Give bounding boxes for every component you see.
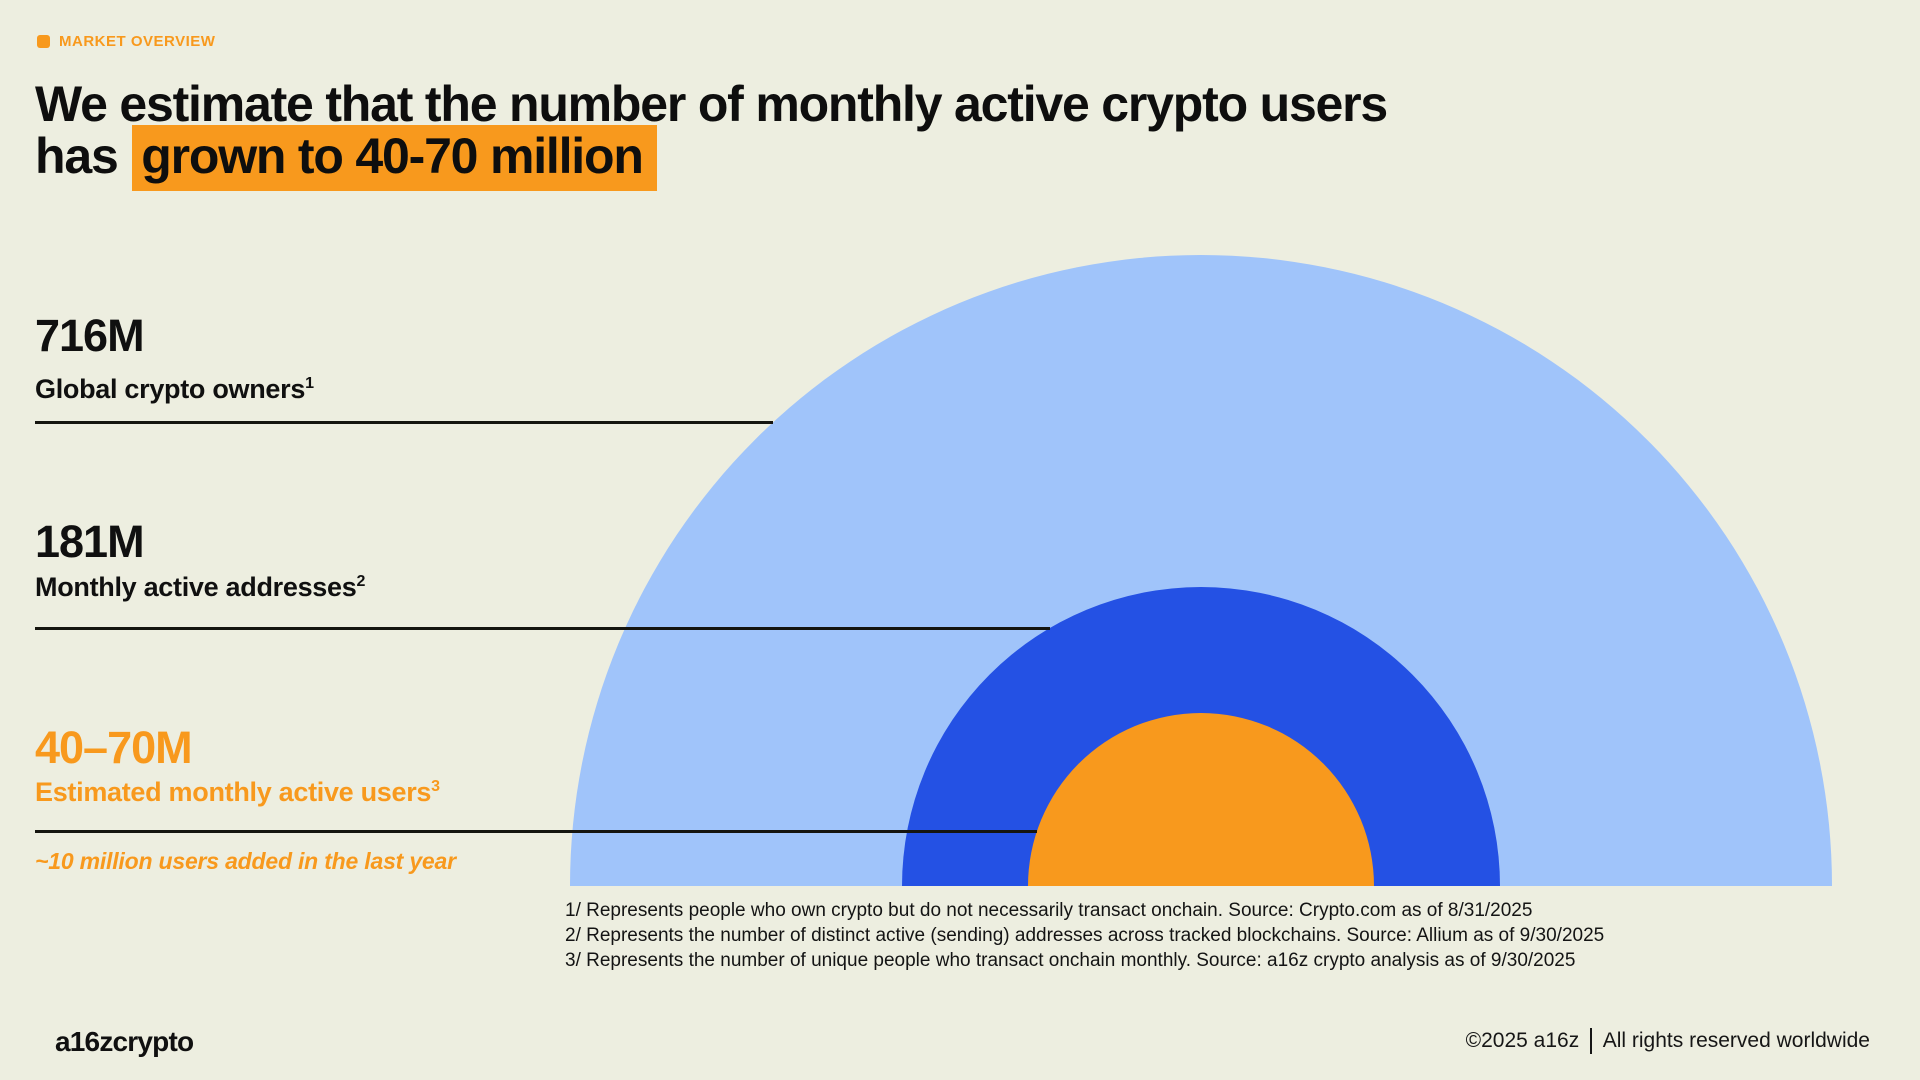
leader-line-global-owners (35, 421, 773, 424)
badge-square-icon (37, 35, 50, 48)
a16z-crypto-logo: a16zcrypto (55, 1026, 194, 1057)
stat-value-active-users: 40–70M (35, 722, 193, 773)
annotation-users-added: ~10 million users added in the last year (35, 848, 456, 874)
copyright-rights: All rights reserved worldwide (1602, 1029, 1870, 1052)
leader-line-active-addresses (35, 627, 1050, 630)
footnote-line-3: 3/ Represents the number of unique peopl… (565, 950, 1576, 971)
title-highlight: grown to 40-70 million (132, 125, 657, 191)
leader-line-active-users (35, 830, 1037, 833)
market-overview-badge: MARKET OVERVIEW (37, 33, 215, 50)
footnote-mark-1: 1 (305, 375, 314, 392)
badge-label: MARKET OVERVIEW (59, 33, 216, 50)
stat-value-active-addresses: 181M (35, 516, 145, 567)
title-line-2-prefix: has (35, 128, 131, 184)
stat-label-active-addresses: Monthly active addresses2 (35, 572, 365, 603)
page-title: We estimate that the number of monthly a… (35, 76, 1735, 191)
stat-label-active-users: Estimated monthly active users3 (35, 777, 440, 808)
footnote-mark-3: 3 (431, 778, 440, 795)
stat-label-global-owners: Global crypto owners1 (35, 374, 314, 405)
footnote-mark-2: 2 (356, 573, 366, 590)
stat-label-text: Monthly active addresses (35, 572, 357, 602)
stat-label-text: Global crypto owners (35, 374, 306, 404)
stat-value-global-owners: 716M (35, 310, 145, 361)
footnote-line-2: 2/ Represents the number of distinct act… (565, 925, 1605, 946)
footnotes-block: 1/ Represents people who own crypto but … (565, 898, 1604, 973)
stat-label-text: Estimated monthly active users (35, 777, 432, 807)
copyright-divider (1590, 1028, 1592, 1054)
footnote-line-1: 1/ Represents people who own crypto but … (565, 900, 1533, 921)
copyright-year: ©2025 a16z (1465, 1029, 1580, 1052)
copyright-notice: ©2025 a16z All rights reserved worldwide (1466, 1028, 1870, 1054)
title-line-1: We estimate that the number of monthly a… (35, 76, 1388, 132)
